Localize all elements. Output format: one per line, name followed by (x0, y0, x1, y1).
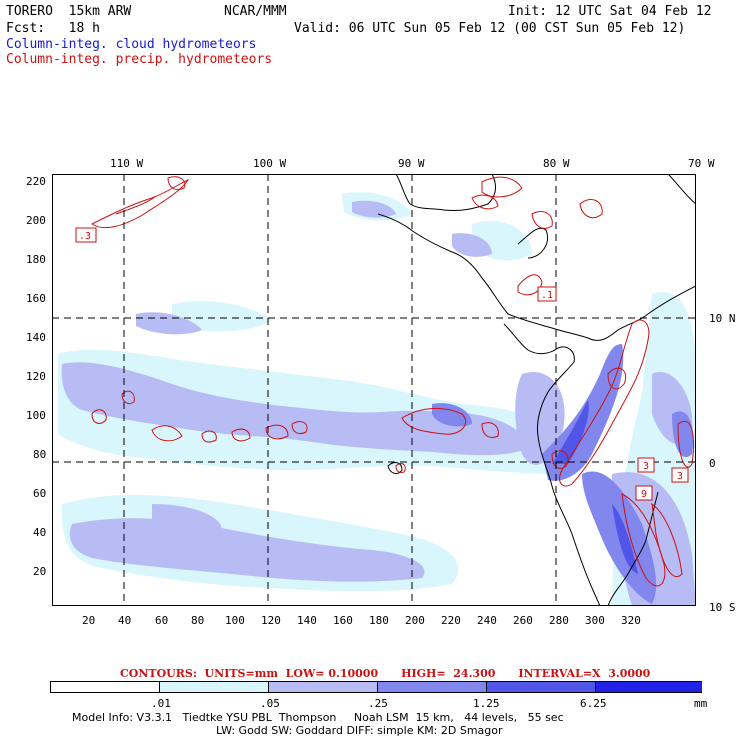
contour-label-boxes (75, 227, 689, 501)
x-tick: 20 (82, 614, 96, 627)
colorbar-segment (486, 682, 595, 692)
x-tick: 40 (118, 614, 132, 627)
x-tick: 260 (513, 614, 533, 627)
y-tick: 160 (26, 292, 46, 305)
legend-cloud: Column-integ. cloud hydrometeors (6, 37, 257, 52)
x-tick: 240 (477, 614, 497, 627)
x-tick: 180 (369, 614, 389, 627)
colorbar-segment (377, 682, 486, 692)
x-tick: 140 (297, 614, 317, 627)
y-tick: 80 (33, 448, 47, 461)
y-tick: 100 (26, 409, 46, 422)
y-tick: 120 (26, 370, 46, 383)
x-tick: 280 (549, 614, 569, 627)
colorbar-segment (268, 682, 377, 692)
model-title: TORERO 15km ARW (6, 4, 132, 19)
colorbar-label: 1.25 (473, 697, 500, 710)
lon-label-110w: 110 W (110, 157, 144, 170)
y-tick: 20 (33, 565, 47, 578)
x-tick: 60 (155, 614, 169, 627)
x-tick: 220 (441, 614, 461, 627)
y-tick: 200 (26, 214, 46, 227)
colorbar-label: .01 (151, 697, 171, 710)
colorbar (50, 681, 702, 693)
organization: NCAR/MMM (224, 4, 287, 19)
colorbar-segment (159, 682, 268, 692)
lat-label-10n: 10 N (709, 312, 736, 325)
y-tick: 220 (26, 175, 46, 188)
valid-time: Valid: 06 UTC Sun 05 Feb 12 (00 CST Sun … (294, 21, 686, 36)
precip-contours (91, 176, 694, 587)
colorbar-unit: mm (694, 697, 708, 710)
colorbar-label: 6.25 (580, 697, 607, 710)
y-tick: 180 (26, 253, 46, 266)
x-tick: 80 (191, 614, 205, 627)
x-tick: 100 (225, 614, 245, 627)
contour-label: .3 (79, 231, 91, 242)
lon-label-70w: 70 W (688, 157, 715, 170)
lon-label-100w: 100 W (253, 157, 287, 170)
forecast-hour: Fcst: 18 h (6, 21, 100, 36)
colorbar-label: .05 (260, 697, 280, 710)
lon-label-90w: 90 W (398, 157, 425, 170)
x-tick: 300 (585, 614, 605, 627)
x-tick: 200 (405, 614, 425, 627)
x-tick: 320 (621, 614, 641, 627)
colorbar-label: .25 (368, 697, 388, 710)
lat-label-10s: 10 S (709, 601, 736, 614)
y-tick: 60 (33, 487, 47, 500)
map-panel: .3 .1 3 3 9 (52, 174, 696, 606)
colorbar-segment (595, 682, 702, 692)
lon-label-80w: 80 W (543, 157, 570, 170)
legend-precip: Column-integ. precip. hydrometeors (6, 52, 273, 67)
physics-info: LW: Godd SW: Goddard DIFF: simple KM: 2D… (216, 724, 503, 737)
contour-label: .1 (541, 290, 553, 301)
contour-label: 3 (643, 461, 649, 472)
y-tick: 40 (33, 526, 47, 539)
y-tick: 140 (26, 331, 46, 344)
init-time: Init: 12 UTC Sat 04 Feb 12 (508, 4, 712, 19)
map-frame (52, 174, 696, 606)
colorbar-segment (51, 682, 159, 692)
cloud-shading-darkest (552, 400, 638, 574)
x-tick: 120 (261, 614, 281, 627)
x-tick: 160 (333, 614, 353, 627)
grid-lines (52, 174, 696, 606)
lat-label-equator: 0 (709, 457, 716, 470)
contours-info: CONTOURS: UNITS=mm LOW= 0.10000 HIGH= 24… (120, 667, 651, 680)
contour-label: 9 (641, 489, 647, 500)
model-info: Model Info: V3.3.1 Tiedtke YSU PBL Thomp… (72, 711, 564, 724)
contour-label: 3 (677, 471, 683, 482)
